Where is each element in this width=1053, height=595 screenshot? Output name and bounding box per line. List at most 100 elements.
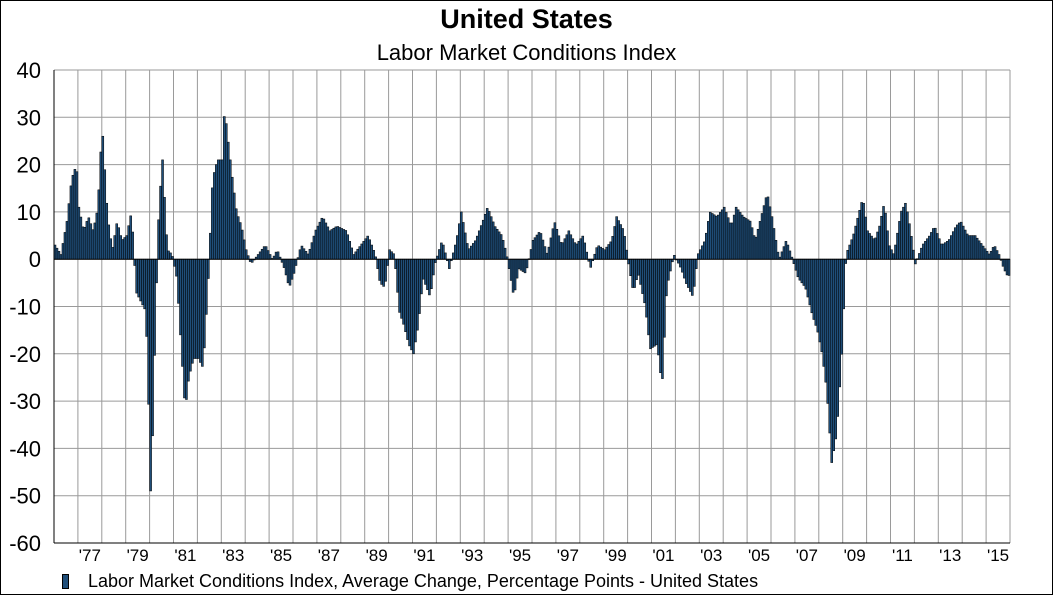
bar (400, 258, 403, 319)
bar (924, 241, 927, 260)
bar (420, 258, 423, 295)
bar (583, 242, 587, 260)
chart-subtitle: Labor Market Conditions Index (376, 40, 677, 65)
x-tick-label: '09 (844, 546, 866, 565)
bar (736, 209, 740, 260)
bar (774, 240, 778, 260)
bar (577, 241, 581, 260)
bar (412, 258, 415, 355)
bar (993, 246, 997, 260)
bar (89, 223, 93, 260)
x-tick-label: '83 (222, 546, 244, 565)
bar (288, 258, 292, 286)
bar (547, 246, 551, 260)
bar (860, 202, 863, 260)
bar (137, 258, 140, 298)
bar (103, 169, 107, 260)
bar (531, 240, 535, 260)
bar (906, 211, 909, 260)
bar (812, 258, 816, 320)
bar (553, 222, 557, 260)
bar (113, 235, 116, 260)
bar (800, 258, 804, 284)
bar (452, 252, 455, 260)
y-tick-label: -50 (9, 484, 41, 509)
bar (828, 258, 832, 434)
bar (151, 258, 154, 437)
bar (434, 258, 437, 263)
bar (724, 212, 728, 260)
bar (669, 258, 672, 272)
bar (639, 258, 642, 285)
bar (117, 227, 120, 260)
bar (653, 258, 656, 347)
bar (533, 237, 537, 260)
bar (274, 251, 278, 260)
bar (665, 258, 668, 297)
bar (195, 258, 198, 359)
bar (523, 258, 527, 274)
bar (187, 258, 190, 382)
x-tick-label: '13 (939, 546, 961, 565)
bar (874, 237, 877, 260)
y-tick-label: 30 (17, 105, 41, 130)
bar (621, 228, 624, 260)
x-tick-label: '87 (318, 546, 340, 565)
bar (87, 217, 91, 260)
bar (290, 258, 294, 280)
bar (109, 238, 113, 260)
bar (961, 225, 965, 260)
bar (258, 251, 262, 260)
bar (635, 258, 638, 280)
bar (473, 240, 477, 260)
bar (549, 237, 553, 260)
bar (370, 244, 373, 260)
bar (398, 258, 401, 313)
bar (215, 164, 218, 260)
bar (557, 235, 561, 260)
bar (936, 233, 939, 260)
bar (286, 258, 290, 284)
bar (703, 241, 706, 260)
bar (601, 248, 604, 260)
bar (93, 222, 97, 260)
bar (489, 216, 493, 260)
bar (953, 227, 957, 260)
bar (308, 248, 312, 260)
bar (185, 258, 188, 400)
bar (677, 258, 680, 264)
bar (902, 206, 905, 260)
bar (559, 242, 563, 260)
bar (649, 258, 652, 350)
bar (555, 228, 559, 260)
bar (754, 236, 758, 260)
bar (607, 244, 610, 260)
bar (892, 253, 895, 260)
bar (573, 242, 577, 260)
bar (854, 225, 857, 260)
bar (332, 227, 336, 260)
x-tick-label: '97 (557, 546, 579, 565)
bar (709, 211, 712, 260)
bar (818, 258, 822, 343)
bar (611, 236, 614, 260)
bar (59, 254, 63, 260)
bar (310, 242, 314, 260)
bar (697, 253, 700, 260)
bar (938, 238, 941, 260)
bar (430, 258, 433, 290)
bar (896, 232, 899, 260)
bar (372, 250, 375, 260)
bar (804, 258, 808, 290)
bar (173, 258, 176, 267)
bar (85, 221, 89, 260)
bar (940, 243, 943, 260)
bar (728, 222, 732, 260)
bar (579, 238, 583, 260)
bar (796, 258, 800, 278)
bar (959, 221, 963, 260)
bar (495, 228, 499, 260)
bar (543, 246, 547, 260)
bar (388, 249, 391, 260)
bar (133, 258, 136, 266)
